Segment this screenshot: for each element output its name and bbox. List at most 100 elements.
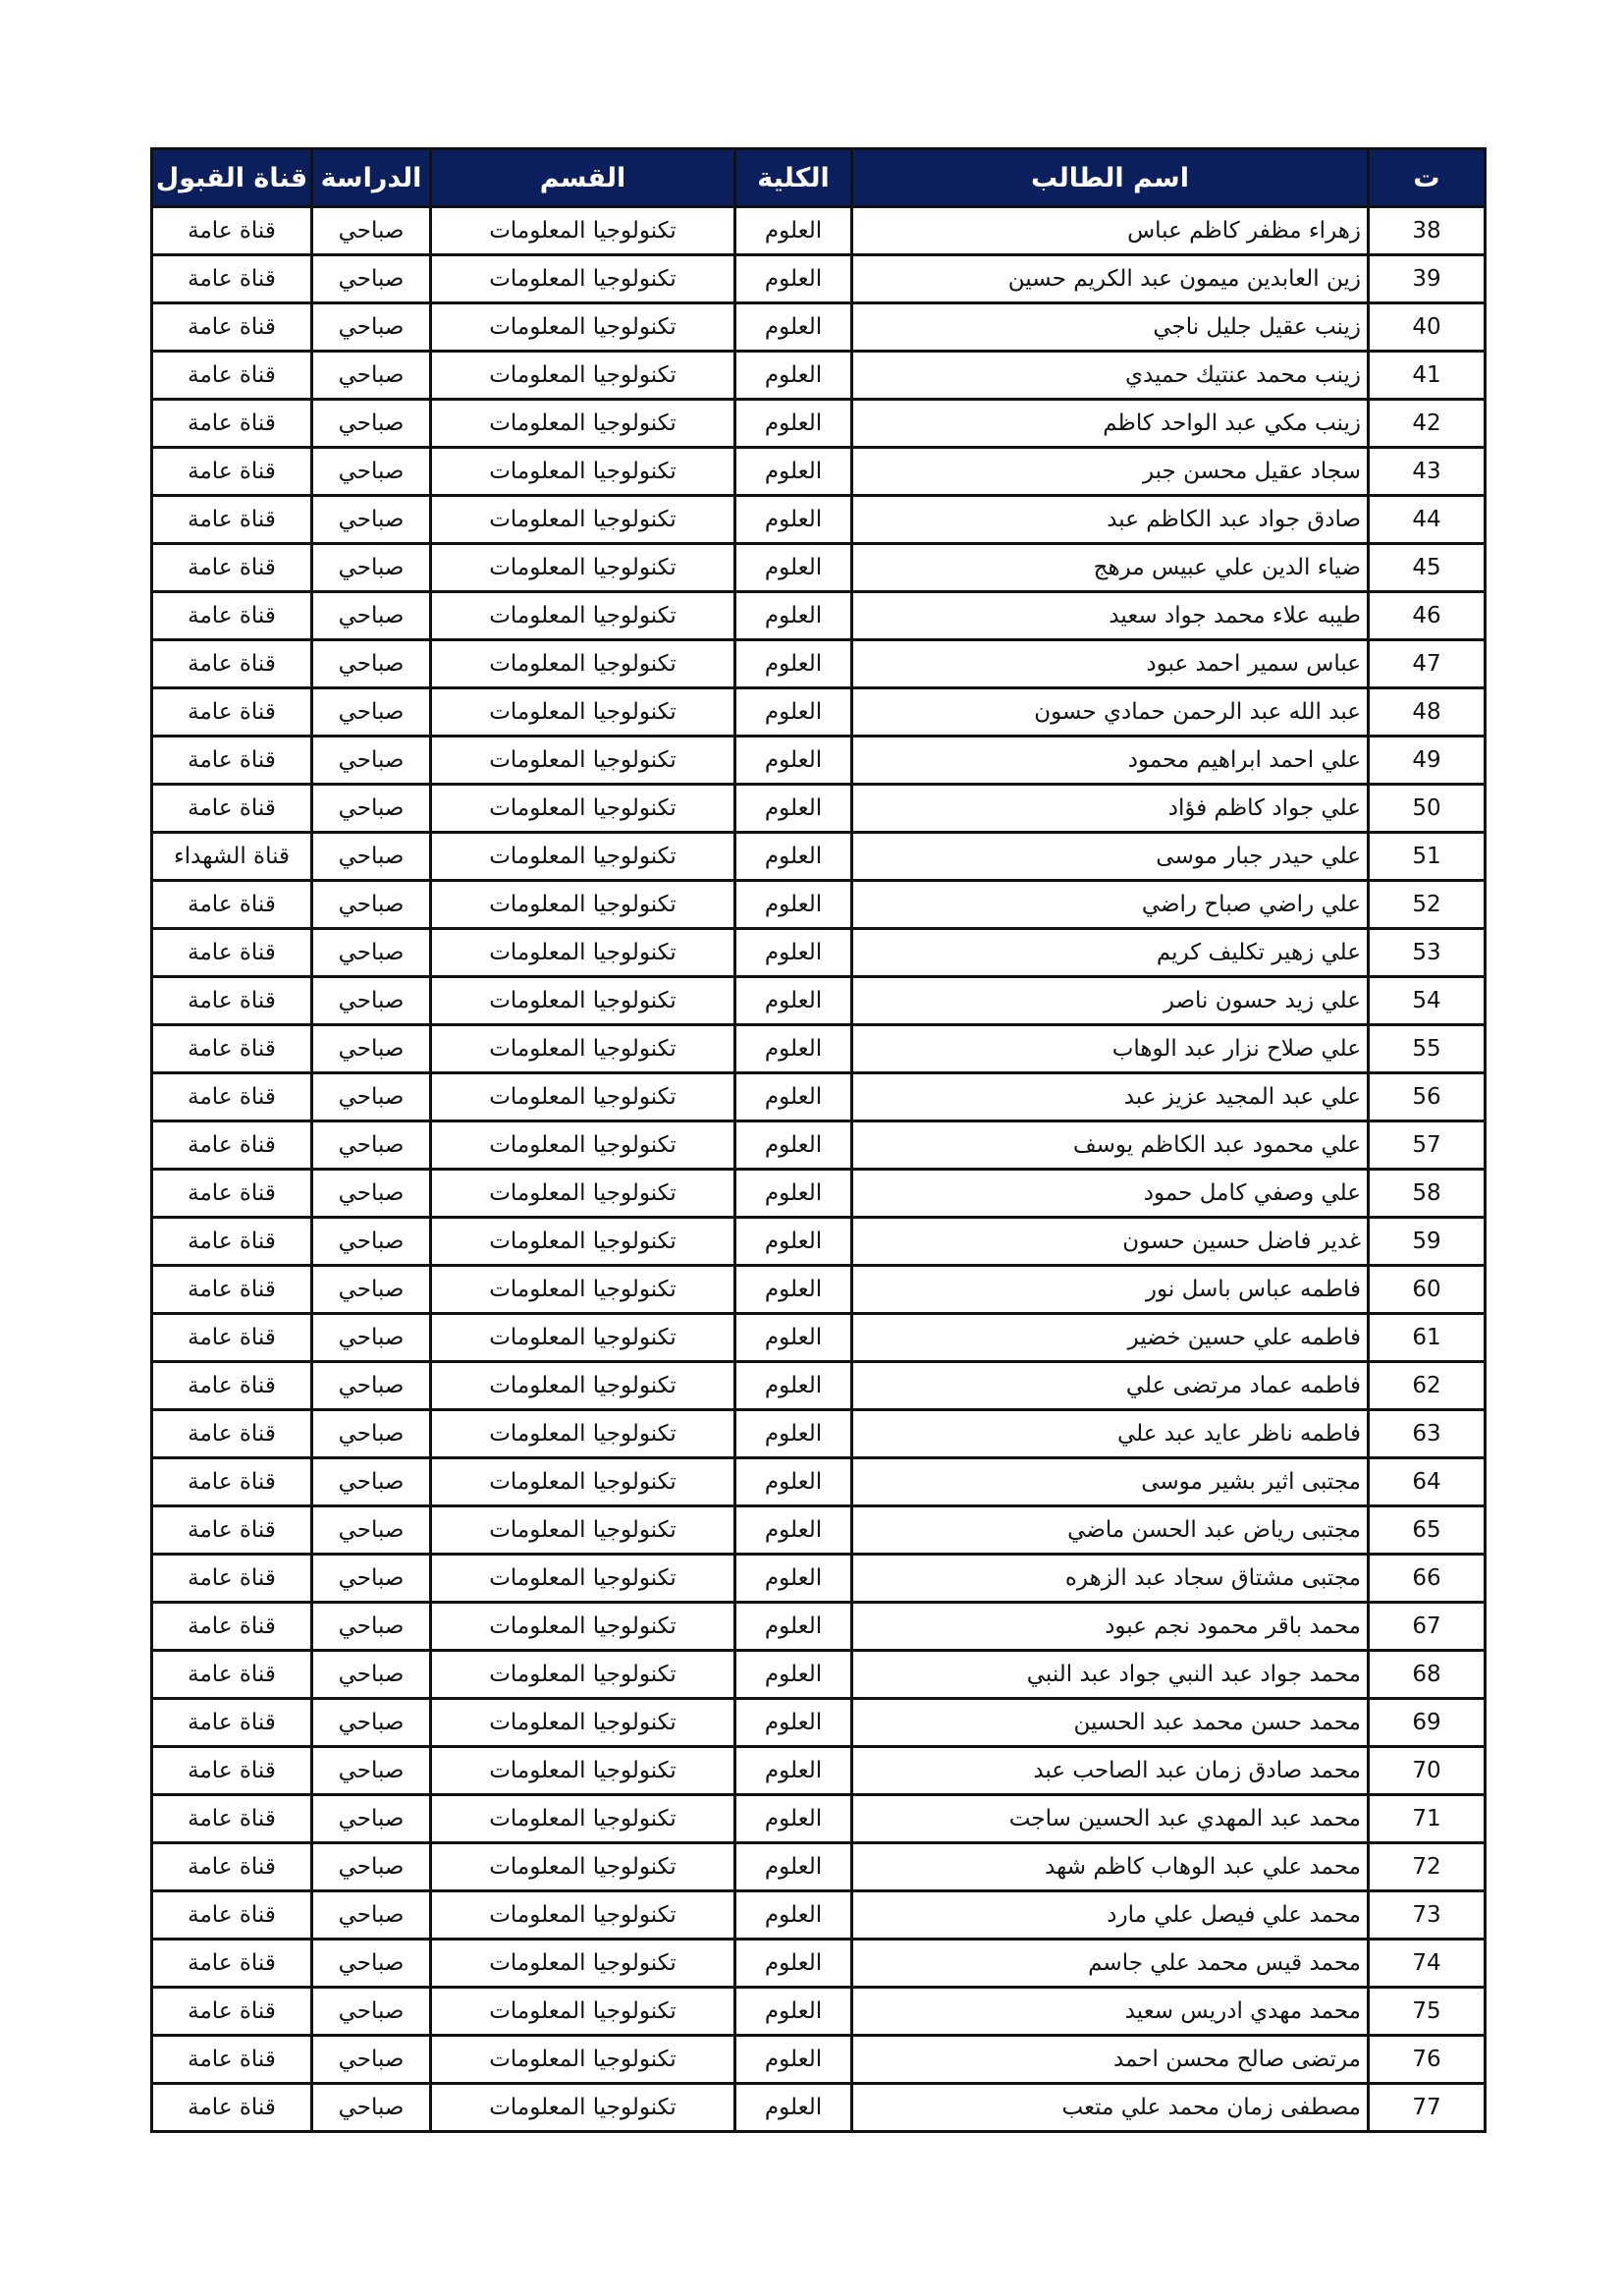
admission-channel-cell: قناة عامة: [150, 1408, 313, 1459]
student-name-cell: محمد قيس محمد علي جاسم: [850, 1938, 1370, 1989]
number-cell: 62: [1367, 1360, 1487, 1411]
table-row: 65 مجتبى رياض عبد الحسن ماضي العلوم تكنولوج…: [150, 1504, 1487, 1556]
admission-channel-cell: قناة عامة: [150, 1168, 313, 1219]
admission-channel-cell: قناة عامة: [150, 1745, 313, 1796]
number-cell: 71: [1367, 1793, 1487, 1844]
study-cell: صباحي: [310, 1889, 432, 1941]
department-cell: تكنولوجيا المعلومات: [429, 301, 736, 353]
admission-channel-cell: قناة عامة: [150, 1601, 313, 1652]
number-cell: 64: [1367, 1456, 1487, 1507]
study-cell: صباحي: [310, 1071, 432, 1122]
department-cell: تكنولوجيا المعلومات: [429, 1216, 736, 1267]
study-cell: صباحي: [310, 253, 432, 304]
number-cell: 41: [1367, 350, 1487, 401]
department-cell: تكنولوجيا المعلومات: [429, 2034, 736, 2085]
number-cell: 61: [1367, 1312, 1487, 1363]
table-row: 42 زينب مكي عبد الواحد كاظم العلوم تكنولوجي…: [150, 398, 1487, 449]
study-cell: صباحي: [310, 398, 432, 449]
department-cell: تكنولوجيا المعلومات: [429, 1312, 736, 1363]
department-cell: تكنولوجيا المعلومات: [429, 1697, 736, 1748]
number-cell: 56: [1367, 1071, 1487, 1122]
college-cell: العلوم: [733, 1745, 853, 1796]
admission-channel-cell: قناة عامة: [150, 1649, 313, 1700]
number-cell: 46: [1367, 590, 1487, 641]
department-cell: تكنولوجيا المعلومات: [429, 2082, 736, 2133]
student-name-cell: صادق جواد عبد الكاظم عبد: [850, 494, 1370, 545]
student-name-cell: محمد صادق زمان عبد الصاحب عبد: [850, 1745, 1370, 1796]
college-cell: العلوم: [733, 638, 853, 689]
study-cell: صباحي: [310, 1553, 432, 1604]
student-name-cell: زينب عقيل جليل ناجي: [850, 301, 1370, 353]
department-cell: تكنولوجيا المعلومات: [429, 1168, 736, 1219]
study-cell: صباحي: [310, 638, 432, 689]
student-name-cell: مجتبى مشتاق سجاد عبد الزهره: [850, 1553, 1370, 1604]
table-row: 73 محمد علي فيصل علي مارد العلوم تكنولوجيا …: [150, 1889, 1487, 1941]
table-row: 38 زهراء مظفر كاظم عباس العلوم تكنولوجيا ال…: [150, 205, 1487, 256]
student-name-cell: ضياء الدين علي عبيس مرهج: [850, 542, 1370, 593]
department-cell: تكنولوجيا المعلومات: [429, 1745, 736, 1796]
number-cell: 77: [1367, 2082, 1487, 2133]
college-cell: العلوم: [733, 735, 853, 786]
department-cell: تكنولوجيا المعلومات: [429, 879, 736, 930]
student-name-cell: فاطمه ناظر عايد عبد علي: [850, 1408, 1370, 1459]
number-cell: 68: [1367, 1649, 1487, 1700]
admission-channel-cell: قناة عامة: [150, 205, 313, 256]
col-header-student-name: اسم الطالب: [850, 147, 1370, 208]
college-cell: العلوم: [733, 1793, 853, 1844]
admission-channel-cell: قناة عامة: [150, 542, 313, 593]
table-row: 62 فاطمه عماد مرتضى علي العلوم تكنولوجيا ال…: [150, 1360, 1487, 1411]
college-cell: العلوم: [733, 1120, 853, 1171]
department-cell: تكنولوجيا المعلومات: [429, 735, 736, 786]
study-cell: صباحي: [310, 1168, 432, 1219]
study-cell: صباحي: [310, 783, 432, 834]
student-name-cell: علي وصفي كامل حمود: [850, 1168, 1370, 1219]
admission-channel-cell: قناة الشهداء: [150, 831, 313, 882]
number-cell: 74: [1367, 1938, 1487, 1989]
admission-channel-cell: قناة عامة: [150, 1889, 313, 1941]
col-header-admission-channel: قناة القبول: [150, 147, 313, 208]
department-cell: تكنولوجيا المعلومات: [429, 831, 736, 882]
department-cell: تكنولوجيا المعلومات: [429, 1986, 736, 2037]
number-cell: 40: [1367, 301, 1487, 353]
college-cell: العلوم: [733, 783, 853, 834]
department-cell: تكنولوجيا المعلومات: [429, 253, 736, 304]
study-cell: صباحي: [310, 1408, 432, 1459]
college-cell: العلوم: [733, 1697, 853, 1748]
number-cell: 39: [1367, 253, 1487, 304]
number-cell: 52: [1367, 879, 1487, 930]
number-cell: 38: [1367, 205, 1487, 256]
admission-channel-cell: قناة عامة: [150, 1986, 313, 2037]
department-cell: تكنولوجيا المعلومات: [429, 927, 736, 978]
college-cell: العلوم: [733, 1216, 853, 1267]
department-cell: تكنولوجيا المعلومات: [429, 446, 736, 497]
table-row: 66 مجتبى مشتاق سجاد عبد الزهره العلوم تكنول…: [150, 1553, 1487, 1604]
department-cell: تكنولوجيا المعلومات: [429, 1553, 736, 1604]
admission-channel-cell: قناة عامة: [150, 350, 313, 401]
department-cell: تكنولوجيا المعلومات: [429, 686, 736, 738]
number-cell: 43: [1367, 446, 1487, 497]
number-cell: 50: [1367, 783, 1487, 834]
table-row: 70 محمد صادق زمان عبد الصاحب عبد العلوم تكن…: [150, 1745, 1487, 1796]
college-cell: العلوم: [733, 1504, 853, 1556]
college-cell: العلوم: [733, 1168, 853, 1219]
student-name-cell: محمد علي عبد الوهاب كاظم شهد: [850, 1841, 1370, 1892]
admission-channel-cell: قناة عامة: [150, 1120, 313, 1171]
study-cell: صباحي: [310, 1120, 432, 1171]
college-cell: العلوم: [733, 1071, 853, 1122]
number-cell: 42: [1367, 398, 1487, 449]
admission-channel-cell: قناة عامة: [150, 1216, 313, 1267]
admission-channel-cell: قناة عامة: [150, 1504, 313, 1556]
table-row: 60 فاطمه عباس باسل نور العلوم تكنولوجيا الم…: [150, 1264, 1487, 1315]
student-name-cell: مجتبى اثير بشير موسى: [850, 1456, 1370, 1507]
table-row: 63 فاطمه ناظر عايد عبد علي العلوم تكنولوجيا…: [150, 1408, 1487, 1459]
admission-channel-cell: قناة عامة: [150, 1264, 313, 1315]
study-cell: صباحي: [310, 927, 432, 978]
table-row: 43 سجاد عقيل محسن جبر العلوم تكنولوجيا المع…: [150, 446, 1487, 497]
number-cell: 48: [1367, 686, 1487, 738]
student-name-cell: زهراء مظفر كاظم عباس: [850, 205, 1370, 256]
table-row: 52 علي راضي صباح راضي العلوم تكنولوجيا المع…: [150, 879, 1487, 930]
student-name-cell: علي صلاح نزار عبد الوهاب: [850, 1023, 1370, 1074]
number-cell: 65: [1367, 1504, 1487, 1556]
table-row: 72 محمد علي عبد الوهاب كاظم شهد العلوم تكنو…: [150, 1841, 1487, 1892]
table-row: 47 عباس سمير احمد عبود العلوم تكنولوجيا الم…: [150, 638, 1487, 689]
